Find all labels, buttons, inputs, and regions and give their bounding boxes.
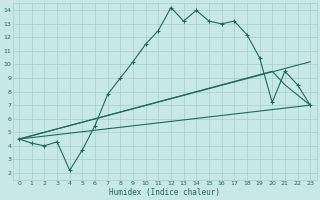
X-axis label: Humidex (Indice chaleur): Humidex (Indice chaleur): [109, 188, 220, 197]
